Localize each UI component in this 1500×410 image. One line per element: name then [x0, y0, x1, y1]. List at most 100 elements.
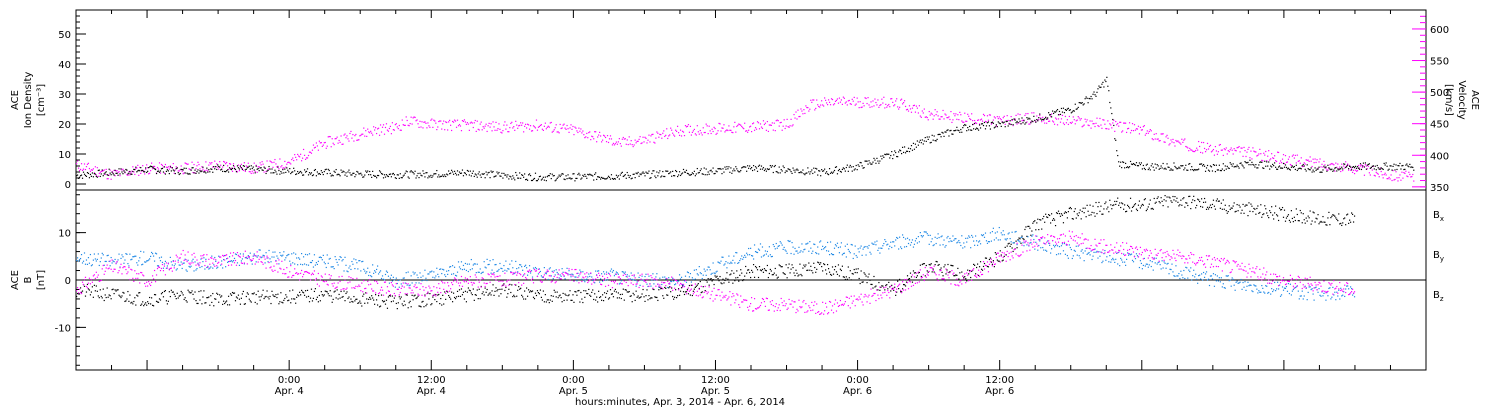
velocity-data-point: [913, 104, 916, 106]
field-By-data-point: [563, 275, 565, 278]
velocity-data-point: [1154, 138, 1156, 140]
velocity-data-point: [721, 127, 723, 129]
field-By-data-point: [713, 272, 715, 274]
field-Bx-data-point: [570, 299, 572, 301]
field-By-data-point: [656, 273, 658, 275]
field-Bx-data-point: [1240, 212, 1242, 214]
velocity-data-point: [104, 173, 106, 176]
density-tick-label: 20: [58, 120, 71, 131]
density-data-point: [555, 179, 557, 181]
field-By-data-point: [312, 266, 315, 268]
density-data-point: [1365, 168, 1368, 170]
field-Bx-data-point: [323, 294, 325, 296]
field-Bx-data-point: [1275, 205, 1277, 207]
density-data-point: [1366, 164, 1368, 166]
density-data-point: [1097, 88, 1099, 90]
field-Bx-data-point: [1154, 202, 1156, 204]
field-Bx-data-point: [994, 252, 996, 254]
density-data-point: [428, 175, 430, 177]
field-Bx-data-point: [404, 304, 406, 306]
density-data-point: [819, 170, 821, 172]
density-data-point: [826, 171, 828, 173]
velocity-data-point: [1331, 162, 1333, 165]
velocity-data-point: [255, 164, 257, 166]
density-data-point: [1193, 169, 1195, 172]
field-Bx-data-point: [1328, 211, 1330, 214]
field-By-data-point: [476, 263, 478, 265]
velocity-data-point: [454, 120, 457, 122]
velocity-data-point: [577, 131, 579, 134]
density-data-point: [913, 148, 916, 150]
density-data-point: [142, 169, 144, 172]
density-data-point: [671, 175, 673, 177]
velocity-data-point: [301, 157, 304, 159]
velocity-data-point: [372, 134, 374, 136]
field-By-data-point: [479, 268, 481, 270]
velocity-data-point: [844, 102, 846, 104]
density-data-point: [1102, 81, 1104, 84]
density-data-point: [468, 174, 470, 176]
velocity-data-point: [890, 98, 892, 100]
velocity-data-point: [781, 129, 783, 131]
velocity-data-point: [1109, 123, 1111, 125]
field-By-data-point: [78, 259, 81, 261]
velocity-tick-label: 500: [1430, 88, 1449, 99]
density-data-point: [601, 177, 604, 179]
field-Bx-data-point: [974, 264, 976, 266]
field-By-data-point: [95, 260, 97, 262]
field-Bx-data-point: [448, 294, 450, 297]
density-data-point: [953, 130, 955, 132]
density-data-point: [1177, 167, 1179, 170]
velocity-data-point: [375, 127, 377, 129]
velocity-data-point: [489, 126, 491, 128]
velocity-data-point: [1278, 162, 1281, 164]
field-Bx-data-point: [215, 298, 217, 300]
field-Bx-data-point: [1226, 212, 1228, 214]
density-data-point: [1231, 165, 1233, 167]
velocity-data-point: [906, 108, 909, 111]
field-By-data-point: [187, 259, 189, 261]
field-By-data-point: [653, 283, 655, 285]
date-tick-label: Apr. 4: [275, 386, 304, 397]
field-Bx-data-point: [833, 269, 836, 271]
field-By-data-point: [668, 277, 670, 279]
velocity-data-point: [757, 122, 760, 124]
velocity-data-point: [1016, 123, 1018, 125]
velocity-data-point: [1244, 150, 1246, 152]
field-By-data-point: [125, 253, 127, 255]
field-Bx-data-point: [555, 296, 557, 298]
field-By-data-point: [383, 279, 386, 281]
field-Bx-data-point: [920, 275, 922, 278]
density-data-point: [846, 164, 848, 166]
velocity-data-point: [544, 122, 546, 124]
velocity-data-point: [874, 98, 876, 100]
field-By-data-point: [88, 262, 91, 264]
field-By-data-point: [521, 266, 523, 268]
density-data-point: [736, 168, 738, 170]
density-data-point: [532, 178, 535, 180]
field-Bx-data-point: [337, 298, 339, 300]
field-Bx-data-point: [259, 299, 261, 301]
field-Bx-data-point: [362, 295, 364, 297]
density-data-point: [78, 176, 81, 178]
field-Bx-data-point: [912, 270, 915, 272]
velocity-data-point: [531, 130, 534, 132]
density-data-point: [1168, 166, 1170, 169]
density-data-point: [284, 168, 286, 170]
field-By-data-point: [154, 252, 157, 254]
field-By-data-point: [315, 262, 318, 264]
field-Bx-data-point: [1221, 208, 1223, 210]
field-Bx-data-point: [244, 303, 246, 305]
density-data-point: [194, 169, 196, 171]
velocity-data-point: [193, 163, 195, 166]
field-Bx-data-point: [650, 297, 652, 299]
field-Bx-data-point: [1201, 198, 1203, 200]
field-By-data-point: [285, 257, 287, 259]
velocity-data-point: [1363, 174, 1366, 176]
density-data-point: [837, 169, 840, 172]
field-Bx-data-point: [1067, 211, 1069, 213]
field-By-data-point: [132, 256, 134, 258]
field-Bx-data-point: [1072, 218, 1074, 220]
density-data-point: [513, 177, 515, 179]
density-data-point: [1045, 116, 1047, 119]
